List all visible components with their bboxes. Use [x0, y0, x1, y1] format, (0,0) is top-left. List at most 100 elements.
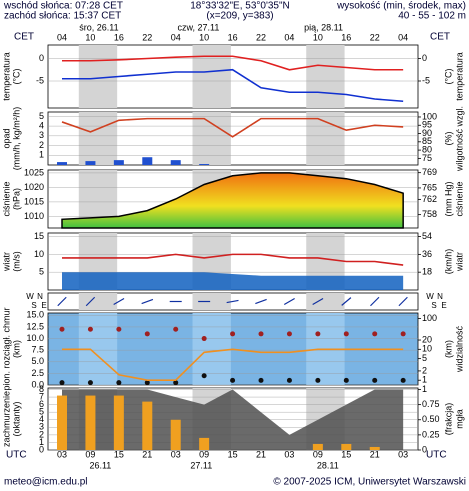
wind-arrow [226, 299, 239, 304]
y2-axis-label: (frakcja) [443, 403, 453, 436]
y-axis-label: temperatura [1, 52, 11, 101]
bar [312, 443, 323, 450]
bar [85, 161, 96, 165]
dot [315, 331, 321, 337]
compass-letter: S [31, 301, 36, 310]
y2-tick-label: 75 [422, 153, 432, 163]
bottom-hour: 21 [142, 449, 152, 459]
y-tick-label: 1 [39, 437, 44, 447]
dot [230, 331, 236, 337]
y2-tick-label: 0 [422, 444, 427, 454]
bottom-date: 28.11 [317, 460, 339, 470]
y-axis-label: (°C) [11, 68, 21, 84]
elevation: 40 - 55 - 102 m [398, 11, 466, 22]
dot [286, 331, 292, 337]
y-tick-label: 15.0 [26, 310, 44, 320]
y-tick-label: 10.0 [26, 333, 44, 343]
day-band [306, 293, 345, 310]
dot [116, 326, 122, 332]
dot [258, 377, 264, 383]
dot [59, 326, 65, 332]
y-tick-label: 15 [34, 231, 44, 241]
day-band [192, 293, 231, 310]
y2-axis-label: ciśnienie [454, 181, 464, 216]
compass-letter: S [431, 301, 436, 310]
y-tick-label: 2.5 [31, 368, 44, 378]
bottom-hour: 15 [228, 449, 238, 459]
dot [173, 326, 179, 332]
y2-tick-label: 0.75 [422, 399, 440, 409]
y2-axis-label: wilgotność wzgl. [454, 106, 464, 172]
line [62, 68, 404, 103]
y2-tick-label: 100 [422, 313, 437, 323]
bar [85, 395, 96, 450]
y-tick-label: 3 [39, 422, 44, 432]
top-hour: 04 [171, 32, 181, 42]
bottom-hour: 03 [284, 449, 294, 459]
compass-letter: E [41, 301, 46, 310]
compass-letter: W [26, 292, 34, 301]
dot [258, 331, 264, 337]
bar [170, 419, 181, 450]
bottom-hour: 15 [114, 449, 124, 459]
y2-tick-label: 1 [422, 375, 427, 385]
bar [113, 395, 124, 450]
day-band [192, 45, 231, 108]
bar [142, 401, 153, 450]
coords: 18°33'32"E, 53°0'35"N [190, 1, 290, 12]
top-hour: 16 [114, 32, 124, 42]
dot [173, 380, 179, 386]
wind-arrow [312, 297, 324, 306]
bottom-hour: 03 [398, 449, 408, 459]
y-tick-label: 5 [39, 111, 44, 121]
day-band [306, 45, 345, 108]
top-date: śro, 26.11 [79, 22, 118, 32]
dot [400, 331, 406, 337]
y2-tick-label: 2 [422, 365, 427, 375]
sunrise: wschód słońca: 07:28 CET [3, 1, 123, 12]
day-band [306, 112, 345, 165]
dot [87, 380, 93, 386]
y2-tick-label: 0.25 [422, 429, 440, 439]
y-axis-label: (km) [11, 340, 21, 358]
day-band [78, 112, 118, 165]
y-tick-label: 0 [39, 444, 44, 454]
dot [372, 331, 378, 337]
bottom-hour: 03 [171, 449, 181, 459]
y2-tick-label: 85 [422, 136, 432, 146]
y2-tick-label: 0 [422, 53, 427, 63]
wind-arrow [283, 297, 295, 306]
y2-tick-label: 100 [422, 111, 437, 121]
bar [57, 162, 67, 165]
y2-axis-label: (km/h) [443, 249, 453, 275]
dot [87, 326, 93, 332]
grid-point: (x=209, y=383) [206, 11, 273, 22]
y-axis-label: (mm/h, kg/m²/h) [11, 107, 21, 171]
y-tick-label: 0.0 [31, 379, 44, 389]
bottom-hour: 09 [85, 449, 95, 459]
y-tick-label: 5.0 [31, 356, 44, 366]
top-date: pią, 28.11 [304, 22, 343, 32]
top-hour: 10 [313, 32, 323, 42]
bar [170, 160, 181, 165]
top-axis-label: CET [430, 32, 450, 43]
dot [116, 380, 122, 386]
bar [199, 437, 210, 450]
dot [286, 377, 292, 383]
wind-arrow [255, 298, 267, 305]
y-axis-label: wiatr [1, 252, 11, 272]
bottom-hour: 21 [256, 449, 266, 459]
copyright: © 2007-2025 ICM, Uniwersytet Warszawski [273, 477, 466, 488]
wind-arrow [370, 296, 380, 307]
bottom-hour: 03 [57, 449, 67, 459]
y-tick-label: 2 [39, 140, 44, 150]
y-tick-label: 1015 [24, 196, 44, 206]
top-hour: 22 [256, 32, 266, 42]
day-band [192, 112, 231, 165]
y2-axis-label: (°C) [443, 68, 453, 84]
wind-arrow [141, 298, 154, 305]
y-axis-label: (hPa) [11, 188, 21, 210]
y2-tick-label: 758 [422, 209, 437, 219]
y2-axis-label: (km) [443, 340, 453, 358]
